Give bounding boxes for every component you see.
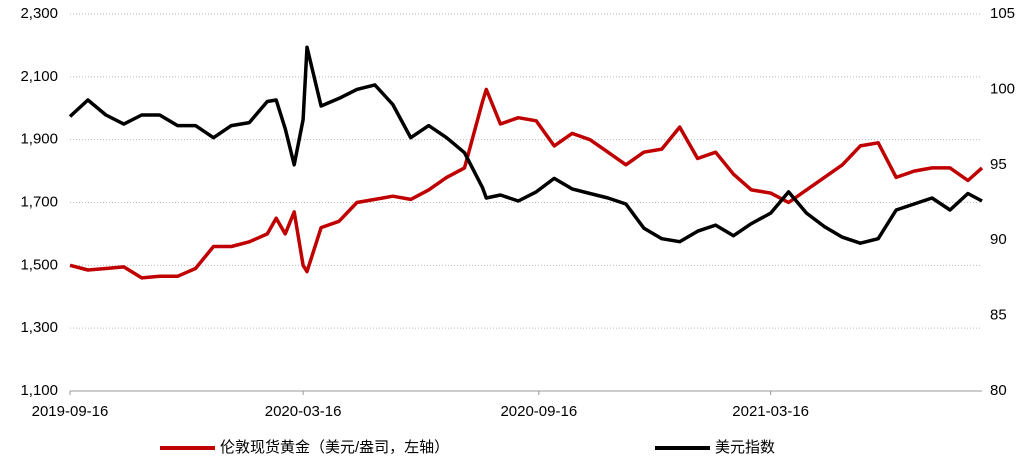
y-tick-label: 1,300 <box>20 319 58 336</box>
y2-tick-label: 80 <box>990 382 1007 399</box>
y-tick-label: 1,700 <box>20 193 58 210</box>
y-tick-label: 1,100 <box>20 382 58 399</box>
y-tick-label: 2,100 <box>20 68 58 85</box>
y-tick-label: 2,300 <box>20 5 58 22</box>
y-tick-label: 1,900 <box>20 131 58 148</box>
x-tick-label: 2020-03-16 <box>265 403 342 420</box>
y-tick-label: 1,500 <box>20 256 58 273</box>
y2-tick-label: 100 <box>990 80 1015 97</box>
x-tick-label: 2019-09-16 <box>32 403 109 420</box>
x-tick-label: 2020-09-16 <box>500 403 577 420</box>
y2-tick-label: 95 <box>990 156 1007 173</box>
series-line <box>68 45 983 245</box>
series-line <box>69 87 984 280</box>
y2-tick-label: 105 <box>990 5 1015 22</box>
y2-tick-label: 90 <box>990 231 1007 248</box>
legend-label: 美元指数 <box>715 439 775 456</box>
legend-label: 伦敦现货黄金（美元/盎司，左轴） <box>220 439 449 456</box>
y2-tick-label: 85 <box>990 307 1007 324</box>
x-tick-label: 2021-03-16 <box>732 403 809 420</box>
